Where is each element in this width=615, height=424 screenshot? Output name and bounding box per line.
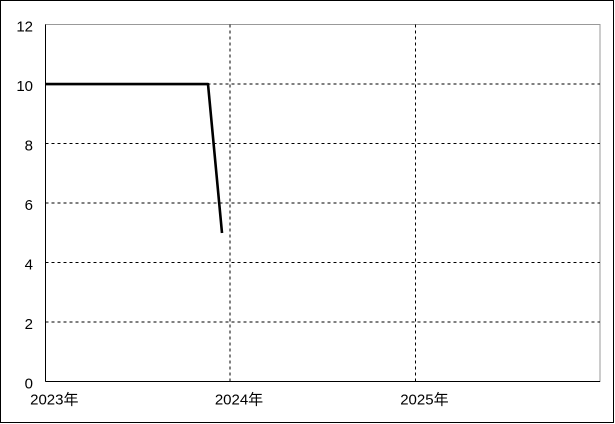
svg-text:2025年: 2025年 — [400, 391, 448, 408]
svg-text:2023年: 2023年 — [30, 391, 78, 408]
svg-text:0: 0 — [25, 375, 33, 392]
svg-text:8: 8 — [25, 137, 33, 154]
svg-text:2024年: 2024年 — [215, 391, 263, 408]
svg-text:2: 2 — [25, 316, 33, 333]
svg-text:10: 10 — [16, 78, 33, 95]
svg-text:12: 12 — [16, 19, 33, 36]
svg-text:6: 6 — [25, 197, 33, 214]
svg-text:4: 4 — [25, 256, 33, 273]
